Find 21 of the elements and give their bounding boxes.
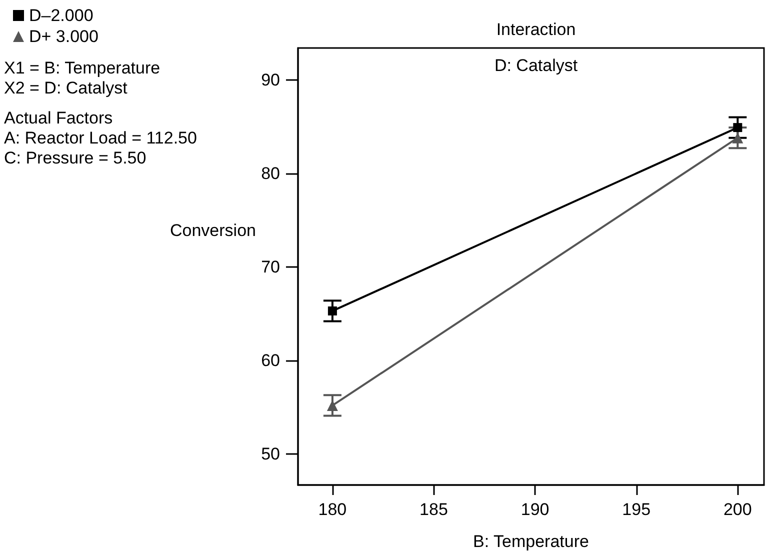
y-tick-label: 50 bbox=[261, 444, 280, 464]
text: X2 = D: Catalyst bbox=[4, 78, 128, 98]
text: Actual Factors A: Reactor Load = 112.50 C: Pressure = 5.50 bbox=[4, 108, 197, 168]
point bbox=[733, 123, 742, 132]
legend-label: D–2.000 bbox=[29, 6, 94, 25]
x-tick-label: 180 bbox=[318, 500, 347, 519]
x-tick-label: 200 bbox=[723, 500, 752, 519]
y-tick-label: 60 bbox=[261, 351, 280, 370]
chart-title: Interaction bbox=[496, 20, 576, 39]
y-axis-title: Conversion bbox=[170, 221, 256, 240]
x-tick-label: 185 bbox=[420, 500, 448, 519]
x-tick-label: 190 bbox=[520, 500, 550, 519]
text: D: Catalyst bbox=[494, 56, 578, 75]
point bbox=[328, 306, 337, 316]
y-tick-label: 80 bbox=[261, 164, 280, 183]
x-axis-title: B: Temperature bbox=[473, 532, 589, 551]
y-tick-label: 90 bbox=[261, 70, 280, 90]
legend-label: D+ 3.000 bbox=[29, 27, 98, 46]
text: X1 = B: Temperature bbox=[4, 58, 160, 78]
y-tick-label: 70 bbox=[261, 257, 280, 276]
x-tick-label: 195 bbox=[622, 500, 651, 519]
